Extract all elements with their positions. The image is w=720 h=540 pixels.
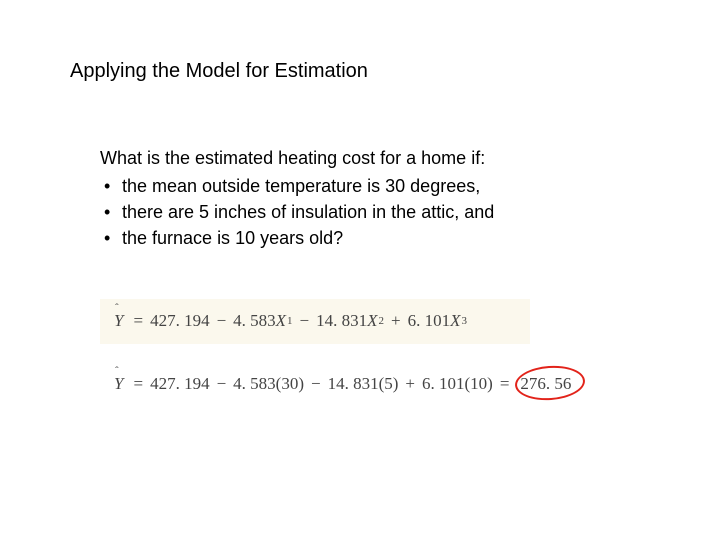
var-x3: X: [450, 309, 460, 334]
coef-b1: 4. 583: [233, 372, 276, 397]
slide-title: Applying the Model for Estimation: [70, 60, 650, 83]
bullet-item: there are 5 inches of insulation in the …: [100, 199, 650, 225]
sub-3: 3: [462, 314, 468, 330]
val-1: (30): [276, 372, 304, 397]
val-3: (10): [465, 372, 493, 397]
question-text: What is the estimated heating cost for a…: [100, 145, 650, 171]
plus-sign: +: [398, 372, 422, 397]
result-box: 276. 56: [516, 372, 575, 397]
bullet-list: the mean outside temperature is 30 degre…: [100, 173, 650, 251]
coef-b3: 6. 101: [422, 372, 465, 397]
coef-b3: 6. 101: [408, 309, 451, 334]
equals-sign: =: [493, 372, 517, 397]
coef-b1: 4. 583: [233, 309, 276, 334]
equation-substituted: ˆ Y = 427. 194 − 4. 583 (30) − 14. 831 (…: [100, 362, 650, 407]
var-x1: X: [276, 309, 286, 334]
val-2: (5): [379, 372, 399, 397]
equation-area: ˆ Y = 427. 194 − 4. 583 X1 − 14. 831 X2 …: [100, 299, 650, 406]
plus-sign: +: [384, 309, 408, 334]
body-block: What is the estimated heating cost for a…: [100, 145, 650, 407]
intercept: 427. 194: [150, 309, 210, 334]
bullet-item: the mean outside temperature is 30 degre…: [100, 173, 650, 199]
minus-sign: −: [293, 309, 317, 334]
result-value: 276. 56: [520, 374, 571, 393]
minus-sign: −: [210, 372, 234, 397]
bullet-item: the furnace is 10 years old?: [100, 225, 650, 251]
minus-sign: −: [304, 372, 328, 397]
y-hat: ˆ Y: [114, 309, 123, 334]
y-hat: ˆ Y: [114, 372, 123, 397]
equals-sign: =: [126, 372, 150, 397]
minus-sign: −: [210, 309, 234, 334]
coef-b2: 14. 831: [316, 309, 367, 334]
var-x2: X: [367, 309, 377, 334]
equals-sign: =: [126, 309, 150, 334]
coef-b2: 14. 831: [328, 372, 379, 397]
equation-general: ˆ Y = 427. 194 − 4. 583 X1 − 14. 831 X2 …: [100, 299, 530, 344]
intercept: 427. 194: [150, 372, 210, 397]
